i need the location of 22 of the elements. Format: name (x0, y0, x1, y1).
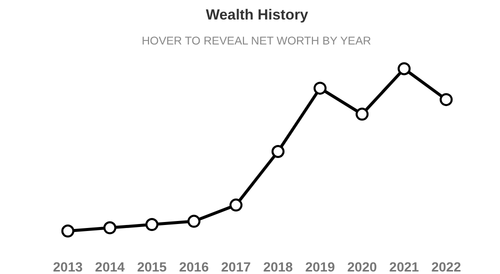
x-tick-label: 2021 (389, 260, 420, 274)
point (398, 62, 411, 76)
x-tick-label: 2020 (347, 260, 377, 274)
point (187, 214, 200, 228)
x-tick-label: 2022 (431, 260, 462, 274)
chart-title: Wealth History (206, 8, 310, 24)
x-tick-label: 2015 (137, 260, 168, 274)
point (229, 198, 242, 212)
point (356, 108, 369, 121)
point (440, 93, 453, 106)
chart-subtitle: HOVER TO REVEAL NET WORTH BY YEAR (142, 36, 372, 48)
x-tick-label: 2013 (53, 260, 83, 274)
point (145, 218, 158, 232)
x-tick-label: 2019 (305, 260, 335, 274)
point (103, 221, 116, 234)
point (61, 224, 74, 238)
x-tick-label: 2017 (221, 260, 251, 274)
point (314, 82, 327, 95)
x-tick-label: 2014 (95, 260, 126, 274)
x-tick-label: 2018 (263, 260, 293, 274)
x-tick-label: 2016 (179, 260, 209, 274)
point (272, 145, 285, 158)
